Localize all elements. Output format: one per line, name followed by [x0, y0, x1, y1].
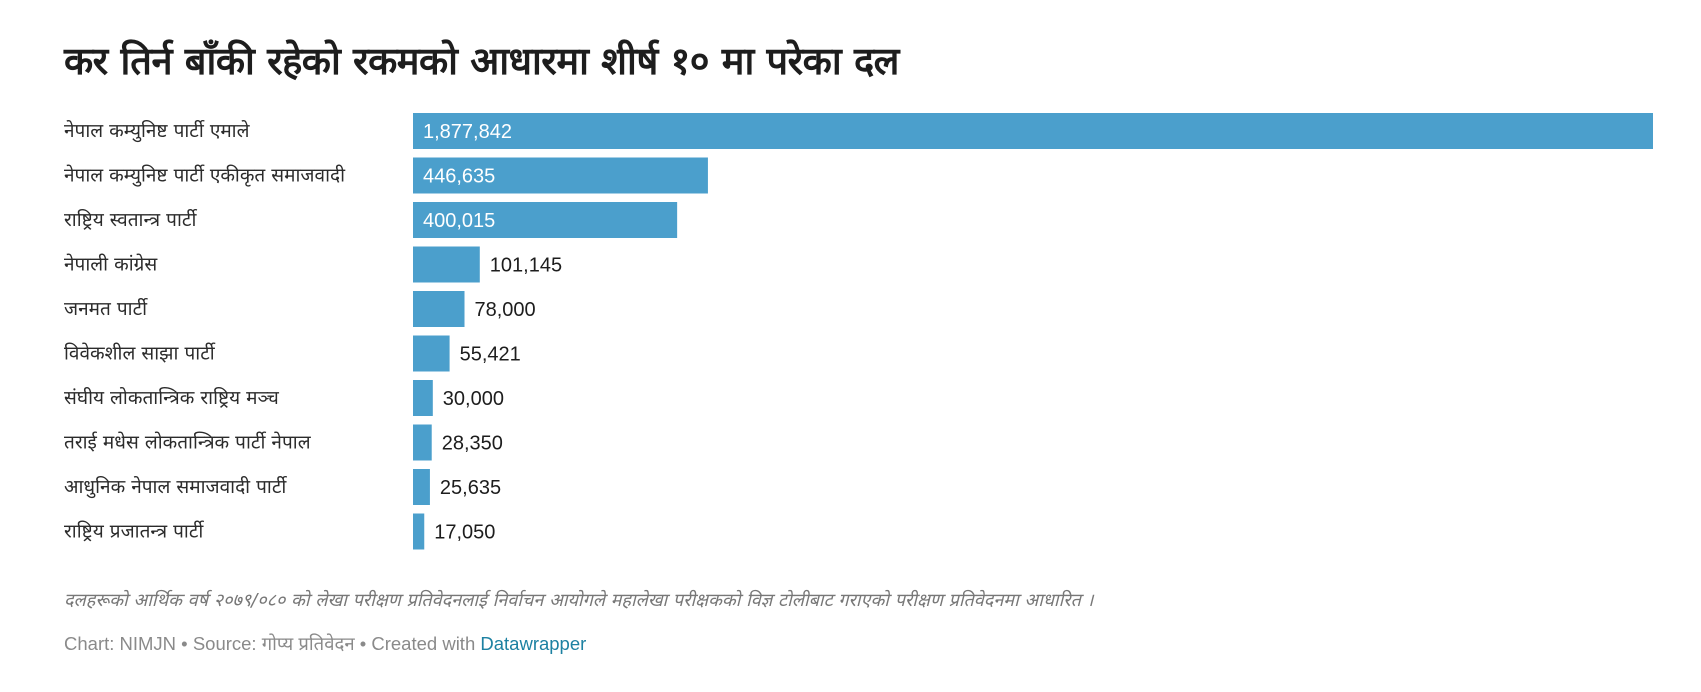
value-label: 78,000 — [475, 299, 536, 321]
bar-row: आधुनिक नेपाल समाजवादी पार्टी 25,635 — [64, 469, 501, 505]
bar-row: तराई मधेस लोकतान्त्रिक पार्टी नेपाल 28,35… — [64, 424, 503, 461]
bar-row: राष्ट्रिय प्रजातन्त्र पार्टी 17,050 — [64, 513, 495, 550]
chart-byline: Chart: NIMJN — [64, 633, 177, 654]
footer-separator: • — [354, 633, 372, 654]
bar-chart: नेपाल कम्युनिष्ट पार्टी एमाले 1,877,842ने… — [64, 113, 1653, 550]
bar-row: संघीय लोकतान्त्रिक राष्ट्रिय मञ्च 30,000 — [64, 380, 504, 416]
bar — [413, 469, 430, 505]
category-label: आधुनिक नेपाल समाजवादी पार्टी — [64, 475, 287, 499]
chart-title: कर तिर्न बाँकी रहेको रकमको आधारमा शीर्ष … — [64, 39, 899, 83]
value-label: 1,877,842 — [423, 121, 512, 143]
category-label: तराई मधेस लोकतान्त्रिक पार्टी नेपाल — [64, 431, 312, 454]
bar — [413, 380, 433, 416]
bar — [413, 202, 678, 238]
category-label: नेपाली कांग्रेस — [64, 253, 158, 276]
category-label: नेपाल कम्युनिष्ट पार्टी एकीकृत समाजवादी — [64, 164, 346, 188]
value-label: 55,421 — [460, 344, 521, 366]
category-label: विवेकशील साझा पार्टी — [64, 342, 216, 365]
value-label: 446,635 — [423, 166, 495, 188]
bar — [413, 157, 708, 194]
bar-row: जनमत पार्टी 78,000 — [64, 291, 536, 327]
source-name: गोप्य प्रतिवेदन — [261, 633, 355, 654]
datawrapper-link[interactable]: Datawrapper — [480, 633, 587, 654]
bar — [413, 113, 1653, 149]
bar — [413, 424, 432, 461]
category-label: संघीय लोकतान्त्रिक राष्ट्रिय मञ्च — [64, 386, 280, 409]
bar-row: नेपाल कम्युनिष्ट पार्टी एमाले 1,877,842 — [64, 113, 1653, 149]
bar-row: विवेकशील साझा पार्टी 55,421 — [64, 335, 521, 372]
value-label: 17,050 — [434, 522, 495, 544]
category-label: जनमत पार्टी — [64, 297, 148, 320]
category-label: राष्ट्रिय प्रजातन्त्र पार्टी — [64, 520, 204, 543]
category-label: नेपाल कम्युनिष्ट पार्टी एमाले — [64, 119, 251, 143]
bar — [413, 335, 450, 372]
bar-row: राष्ट्रिय स्वतान्त्र पार्टी 400,015 — [64, 202, 678, 238]
chart-notes: दलहरूको आर्थिक वर्ष २०७९/०८० को लेखा परी… — [64, 590, 1094, 611]
value-label: 25,635 — [440, 477, 501, 499]
bar-row: नेपाली कांग्रेस 101,145 — [64, 246, 562, 283]
created-with-label: Created with — [371, 633, 481, 654]
value-label: 30,000 — [443, 388, 504, 410]
bar — [413, 246, 480, 283]
bar — [413, 513, 425, 550]
chart-footer: Chart: NIMJN • Source: गोप्य प्रतिवेदन •… — [64, 631, 586, 656]
bar-row: नेपाल कम्युनिष्ट पार्टी एकीकृत समाजवादी 4… — [64, 157, 708, 194]
value-label: 28,350 — [442, 433, 503, 455]
category-label: राष्ट्रिय स्वतान्त्र पार्टी — [64, 208, 197, 231]
footer-separator: • — [176, 633, 193, 654]
source-label: Source: — [192, 633, 262, 654]
value-label: 101,145 — [490, 255, 562, 277]
value-label: 400,015 — [423, 210, 495, 232]
bar — [413, 291, 465, 327]
